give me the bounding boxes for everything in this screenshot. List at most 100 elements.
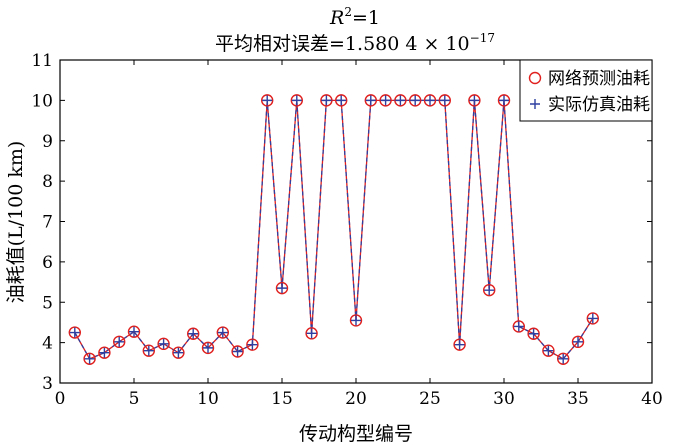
simulated-point-10 [203,342,213,353]
predicted-point-16 [290,94,303,107]
legend-box [519,59,653,122]
simulated-point-25 [425,95,435,106]
simulated-point-1 [69,327,80,338]
y-tick-label: 11 [31,51,53,71]
title-error-exponent: −17 [470,31,495,45]
y-tick-label: 10 [31,91,53,111]
predicted-point-8 [172,346,185,359]
simulated-point-15 [277,283,287,294]
simulated-point-27 [454,339,465,350]
x-tick-label: 15 [271,389,293,409]
title-r-symbol: R [329,7,344,29]
predicted-point-29 [483,283,496,297]
title-error-text: 平均相对误差=1.580 4 × 10 [215,33,470,55]
simulated-point-7 [158,338,169,349]
predicted-point-19 [335,94,348,107]
x-tick-label: 5 [129,389,140,409]
simulated-point-12 [232,346,243,357]
predicted-point-6 [142,344,156,357]
series-line-simulated [74,99,594,360]
y-tick-label: 4 [42,334,53,354]
predicted-point-13 [246,338,259,351]
simulated-point-21 [365,95,376,106]
predicted-point-17 [305,327,318,340]
simulated-point-36 [587,313,598,324]
predicted-point-21 [364,94,377,107]
predicted-point-5 [127,325,141,338]
simulated-point-23 [395,95,406,106]
chart-title-line2: 平均相对误差=1.580 4 × 10−17 [215,31,495,55]
x-axis-title: 传动构型编号 [299,423,413,445]
predicted-point-1 [68,326,82,339]
predicted-point-14 [261,94,274,107]
x-tick-label: 35 [567,389,589,409]
predicted-point-7 [157,337,170,351]
simulated-point-18 [321,95,332,106]
simulated-point-32 [528,328,539,339]
simulated-point-31 [513,321,524,332]
x-tick-label: 20 [345,389,367,409]
simulated-point-35 [573,336,583,347]
axis-tick-labels: 0 5 10 15 20 25 30 35 40 3 4 5 6 7 8 9 10 11 [31,51,662,409]
predicted-point-30 [497,94,511,107]
predicted-point-27 [453,338,466,351]
y-tick-label: 8 [42,172,53,192]
predicted-point-15 [275,281,289,295]
chart-title-line1: R2=1 [329,5,380,29]
x-tick-label: 40 [641,389,663,409]
predicted-point-22 [379,94,392,107]
simulated-point-33 [543,345,554,356]
predicted-point-25 [423,94,437,107]
legend-label-predicted: 网络预测油耗 [548,69,650,89]
simulated-point-13 [247,339,258,350]
simulated-point-11 [217,327,228,338]
predicted-point-35 [571,335,585,349]
predicted-point-2 [83,352,96,365]
simulated-point-30 [499,95,509,106]
predicted-point-23 [394,94,407,107]
predicted-point-36 [586,312,599,325]
axis-ticks [59,59,653,384]
legend-marker-predicted [528,71,542,85]
x-tick-label: 10 [197,389,219,409]
simulated-point-8 [173,347,184,358]
simulated-point-29 [484,285,495,296]
predicted-point-10 [201,341,215,355]
predicted-point-31 [512,320,525,333]
title-r-value: =1 [352,7,380,29]
y-tick-label: 7 [42,213,53,233]
y-axis-title: 油耗值(L/100 km) [5,141,27,304]
y-tick-label: 9 [42,132,53,152]
predicted-point-11 [216,326,230,339]
title-r-superscript: 2 [344,5,352,19]
legend-marker-simulated [530,99,540,109]
x-tick-label: 25 [419,389,441,409]
predicted-point-24 [409,94,422,107]
simulated-point-16 [291,95,302,106]
simulated-point-6 [143,345,154,356]
simulated-point-24 [410,95,421,106]
predicted-point-9 [186,327,200,340]
predicted-point-28 [468,94,481,107]
simulated-point-4 [114,336,125,347]
simulated-point-28 [469,95,480,106]
predicted-point-33 [542,344,555,357]
predicted-point-26 [438,94,451,107]
simulated-point-9 [188,328,199,339]
y-tick-label: 6 [42,253,53,273]
simulated-point-20 [351,315,361,326]
simulated-point-19 [336,95,347,106]
series-line-predicted [74,99,594,360]
y-tick-label: 3 [42,374,53,394]
simulated-point-14 [262,95,273,106]
simulated-point-2 [84,353,95,364]
predicted-point-18 [320,94,333,107]
simulated-point-3 [99,347,110,358]
predicted-point-12 [231,345,244,358]
series-layer [68,94,599,365]
legend: 网络预测油耗 实际仿真油耗 [519,59,653,122]
predicted-point-4 [112,335,126,349]
simulated-point-22 [380,95,391,106]
simulated-point-26 [439,95,450,106]
